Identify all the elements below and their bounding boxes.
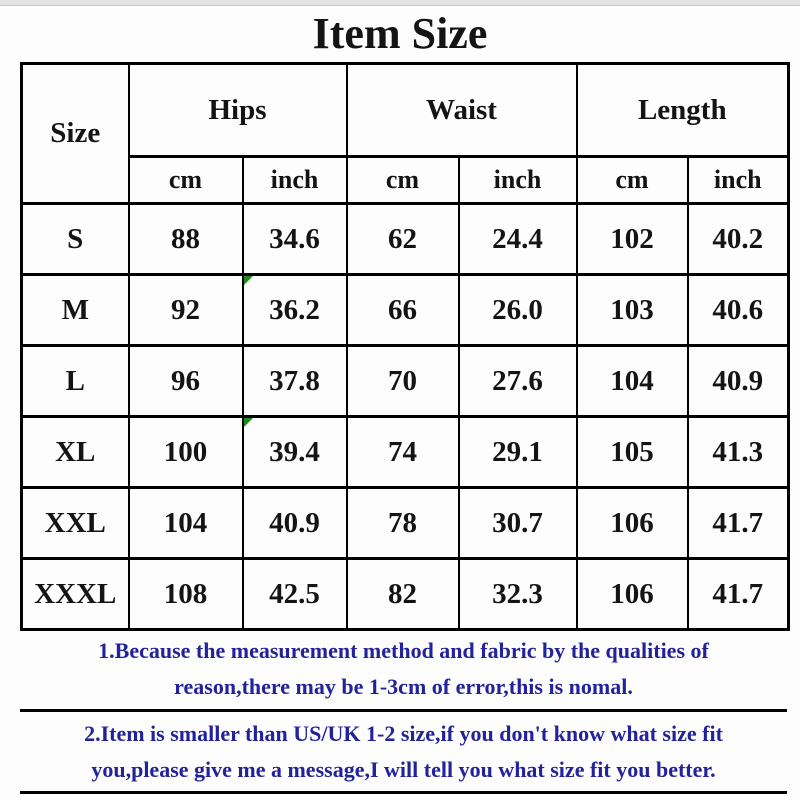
unit-hips-inch: inch [241,155,348,205]
unit-length-cm: cm [575,155,689,205]
cell-l-hips-inch: 37.8 [241,344,348,418]
cell-m-length-inch: 40.6 [686,273,790,347]
cell-xxl-hips-inch: 40.9 [241,486,348,560]
row-label-xxl: XXL [20,486,130,560]
cell-xxl-hips-cm: 104 [127,486,244,560]
row-label-s: S [20,202,130,276]
cell-m-length-cm: 103 [575,273,689,347]
header-length: Length [575,62,790,158]
header-waist: Waist [345,62,578,158]
unit-waist-cm: cm [345,155,460,205]
cell-xxxl-length-inch: 41.7 [686,557,790,631]
cell-l-waist-inch: 27.6 [457,344,578,418]
header-size: Size [20,62,130,205]
cell-m-hips-cm: 92 [127,273,244,347]
notes-section: 1.Because the measurement method and fab… [20,628,787,794]
cell-xl-hips-inch: 39.4 [241,415,348,489]
row-label-l: L [20,344,130,418]
unit-hips-cm: cm [127,155,244,205]
cell-s-hips-cm: 88 [127,202,244,276]
cell-s-hips-inch: 34.6 [241,202,348,276]
cell-xl-waist-inch: 29.1 [457,415,578,489]
table-row: XL 100 39.4 74 29.1 105 41.3 [20,415,790,489]
cell-m-hips-inch: 36.2 [241,273,348,347]
comment-marker-icon [244,419,253,427]
cell-xxl-waist-cm: 78 [345,486,460,560]
table-row: XXXL 108 42.5 82 32.3 106 41.7 [20,557,790,631]
cell-xxl-length-inch: 41.7 [686,486,790,560]
top-edge-strip [0,0,800,6]
unit-length-inch: inch [686,155,790,205]
cell-xl-length-cm: 105 [575,415,689,489]
row-label-m: M [20,273,130,347]
cell-value: 39.4 [269,435,320,468]
comment-marker-icon [244,277,253,285]
note-measurement-error: 1.Because the measurement method and fab… [20,628,787,712]
cell-xl-hips-cm: 100 [127,415,244,489]
cell-s-waist-inch: 24.4 [457,202,578,276]
cell-xxl-waist-inch: 30.7 [457,486,578,560]
cell-xxxl-waist-cm: 82 [345,557,460,631]
size-chart-table: Size Hips Waist Length cm inch cm inch c… [20,62,791,631]
row-label-xl: XL [20,415,130,489]
cell-xl-length-inch: 41.3 [686,415,790,489]
cell-xl-waist-cm: 74 [345,415,460,489]
cell-l-length-cm: 104 [575,344,689,418]
cell-xxxl-hips-cm: 108 [127,557,244,631]
cell-xxxl-length-cm: 106 [575,557,689,631]
unit-waist-inch: inch [457,155,578,205]
page-title: Item Size [312,9,488,58]
cell-xxxl-hips-inch: 42.5 [241,557,348,631]
table-header-row: Size Hips Waist Length [20,62,790,205]
cell-s-length-inch: 40.2 [686,202,790,276]
cell-m-waist-cm: 66 [345,273,460,347]
cell-l-waist-cm: 70 [345,344,460,418]
cell-xxxl-waist-inch: 32.3 [457,557,578,631]
cell-l-hips-cm: 96 [127,344,244,418]
cell-s-length-cm: 102 [575,202,689,276]
header-hips: Hips [127,62,348,158]
cell-value: 36.2 [269,293,320,326]
cell-s-waist-cm: 62 [345,202,460,276]
table-row: L 96 37.8 70 27.6 104 40.9 [20,344,790,418]
row-label-xxxl: XXXL [20,557,130,631]
note-text: 1.Because the measurement method and fab… [98,638,709,699]
cell-xxl-length-cm: 106 [575,486,689,560]
table-unit-row: cm inch cm inch cm inch [22,155,790,205]
cell-l-length-inch: 40.9 [686,344,790,418]
table-row: XXL 104 40.9 78 30.7 106 41.7 [20,486,790,560]
note-text: 2.Item is smaller than US/UK 1-2 size,if… [84,721,723,782]
table-row: M 92 36.2 66 26.0 103 40.6 [20,273,790,347]
cell-m-waist-inch: 26.0 [457,273,578,347]
note-size-advice: 2.Item is smaller than US/UK 1-2 size,if… [20,712,787,794]
table-row: S 88 34.6 62 24.4 102 40.2 [20,202,790,276]
